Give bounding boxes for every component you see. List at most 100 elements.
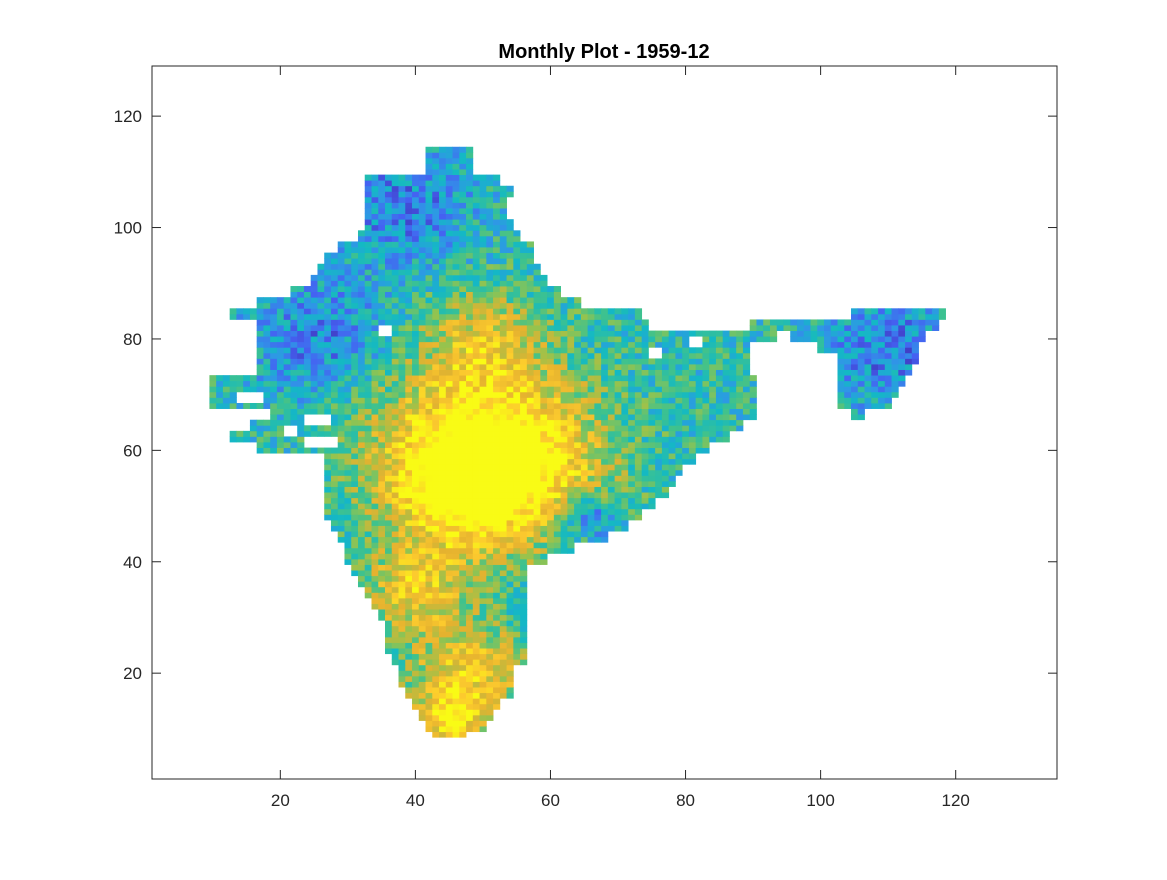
heatmap-cell (540, 391, 548, 398)
heatmap-cell (378, 369, 386, 376)
heatmap-cell (391, 648, 399, 655)
heatmap-cell (249, 425, 258, 432)
heatmap-cell (857, 375, 865, 382)
heatmap-cell (742, 369, 751, 376)
heatmap-cell (432, 519, 440, 526)
heatmap-cell (547, 325, 555, 331)
heatmap-cell (445, 414, 453, 421)
heatmap-cell (472, 659, 480, 666)
heatmap-cell (506, 224, 514, 231)
heatmap-cell (385, 447, 393, 454)
heatmap-cell (675, 352, 683, 359)
heatmap-cell (871, 319, 879, 326)
heatmap-cell (715, 358, 724, 365)
heatmap-cell (769, 325, 778, 331)
heatmap-cell (702, 430, 710, 437)
heatmap-cell (634, 369, 643, 376)
heatmap-cell (385, 570, 393, 577)
heatmap-cell (513, 436, 521, 443)
heatmap-cell (364, 508, 372, 515)
heatmap-cell (574, 514, 582, 521)
heatmap-cell (378, 570, 386, 577)
heatmap-cell (938, 313, 946, 320)
heatmap-cell (378, 514, 386, 521)
heatmap-cell (472, 614, 480, 621)
heatmap-cell (459, 570, 467, 577)
heatmap-cell (385, 592, 393, 599)
heatmap-cell (472, 475, 480, 482)
heatmap-cell (418, 313, 426, 320)
heatmap-cell (520, 614, 528, 621)
heatmap-cell (479, 358, 487, 365)
heatmap-cell (533, 497, 541, 504)
heatmap-cell (310, 319, 318, 326)
heatmap-cell (466, 636, 474, 643)
heatmap-cell (445, 447, 453, 454)
heatmap-cell (567, 503, 575, 510)
heatmap-cell (459, 196, 467, 203)
heatmap-cell (466, 453, 474, 460)
heatmap-cell (385, 274, 393, 281)
heatmap-cell (911, 308, 919, 315)
heatmap-cell (607, 442, 616, 448)
heatmap-cell (486, 508, 494, 515)
heatmap-cell (398, 191, 406, 198)
heatmap-cell (506, 391, 514, 398)
heatmap-cell (601, 447, 609, 454)
heatmap-cell (486, 403, 494, 409)
heatmap-cell (364, 180, 372, 187)
heatmap-cell (378, 297, 386, 304)
heatmap-cell (668, 453, 676, 460)
heatmap-cell (459, 475, 467, 482)
heatmap-cell (493, 185, 501, 192)
heatmap-cell (506, 692, 514, 699)
heatmap-cell (418, 447, 426, 454)
heatmap-cell (526, 347, 534, 354)
heatmap-cell (297, 430, 305, 437)
heatmap-cell (493, 492, 501, 499)
heatmap-cell (385, 442, 393, 448)
heatmap-cell (479, 597, 487, 604)
heatmap-cell (317, 308, 325, 315)
heatmap-cell (256, 297, 264, 304)
heatmap-cell (425, 414, 433, 421)
heatmap-cell (553, 386, 561, 393)
heatmap-cell (459, 269, 467, 276)
heatmap-cell (493, 631, 501, 638)
heatmap-cell (378, 180, 386, 187)
heatmap-cell (432, 152, 440, 159)
heatmap-cell (567, 313, 575, 320)
heatmap-cell (418, 325, 426, 331)
heatmap-cell (526, 386, 534, 393)
heatmap-cell (803, 325, 811, 331)
heatmap-cell (371, 274, 379, 281)
heatmap-cell (526, 508, 534, 515)
heatmap-cell (506, 230, 514, 237)
heatmap-cell (439, 358, 447, 365)
heatmap-cell (648, 442, 656, 448)
heatmap-cell (621, 330, 629, 337)
heatmap-cell (628, 397, 636, 404)
heatmap-cell (486, 614, 494, 621)
heatmap-cell (580, 403, 589, 409)
heatmap-cell (675, 341, 683, 348)
heatmap-cell (357, 274, 366, 281)
heatmap-cell (540, 302, 548, 309)
heatmap-cell (513, 364, 521, 370)
heatmap-cell (229, 436, 237, 443)
heatmap-cell (553, 492, 561, 499)
heatmap-cell (371, 575, 379, 582)
x-axis: 20 40 60 80 100 120 (271, 66, 970, 810)
heatmap-cell (486, 174, 494, 181)
heatmap-cell (641, 497, 649, 504)
heatmap-cell (742, 358, 751, 365)
heatmap-cell (324, 458, 332, 465)
heatmap-cell (459, 219, 467, 226)
heatmap-cell (330, 347, 339, 354)
heatmap-cell (344, 297, 352, 304)
heatmap-cell (364, 286, 372, 292)
heatmap-cell (493, 380, 501, 387)
heatmap-cell (884, 391, 892, 398)
heatmap-cell (520, 508, 528, 515)
heatmap-cell (513, 631, 521, 638)
